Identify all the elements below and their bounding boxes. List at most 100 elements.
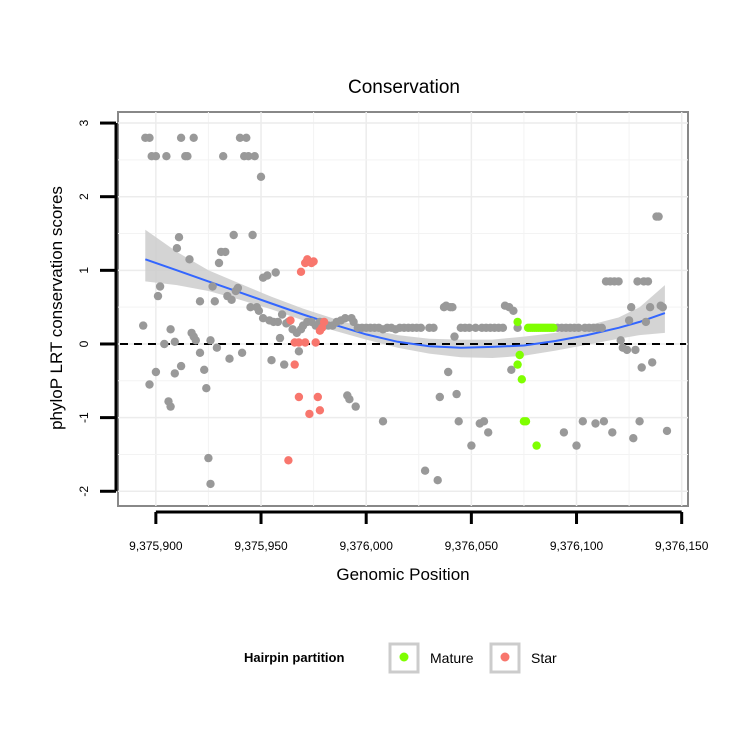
point-other — [351, 402, 360, 411]
point-other — [507, 365, 516, 374]
x-tick-label: 9,376,150 — [655, 539, 709, 553]
point-other — [155, 282, 165, 291]
point-other — [174, 233, 184, 242]
point-other — [227, 295, 236, 304]
point-other — [242, 133, 251, 142]
x-tick-label: 9,376,000 — [339, 539, 393, 553]
legend-marker-star — [500, 652, 510, 662]
point-other — [248, 230, 257, 240]
point-other — [416, 323, 426, 332]
point-other — [448, 303, 457, 312]
point-other — [435, 392, 444, 402]
point-other — [467, 441, 476, 450]
y-tick-label: 0 — [77, 340, 91, 347]
point-other — [624, 316, 634, 325]
chart-title: Conservation — [348, 77, 460, 98]
point-star — [301, 338, 310, 347]
point-other — [429, 323, 438, 332]
point-other — [185, 255, 194, 264]
point-other — [206, 336, 215, 345]
point-other — [166, 325, 175, 334]
point-other — [145, 133, 154, 142]
legend-label-star: Star — [531, 650, 557, 666]
point-other — [294, 347, 304, 356]
point-other — [139, 321, 148, 330]
point-other — [452, 389, 461, 399]
x-tick-label: 9,376,100 — [550, 539, 604, 553]
point-other — [559, 428, 569, 437]
point-other — [654, 212, 663, 221]
point-other — [498, 323, 508, 332]
point-other — [608, 428, 617, 437]
x-tick-label: 9,375,900 — [129, 539, 183, 553]
point-other — [258, 314, 268, 323]
point-other — [420, 466, 430, 475]
point-other — [349, 317, 358, 327]
point-other — [643, 277, 653, 286]
point-star — [294, 392, 304, 402]
x-axis-title: Genomic Position — [336, 565, 469, 584]
point-other — [162, 152, 171, 161]
point-star — [311, 338, 320, 347]
point-mature — [521, 417, 531, 426]
point-other — [574, 323, 583, 332]
point-star — [290, 360, 299, 369]
point-other — [271, 268, 280, 277]
point-mature — [532, 441, 541, 450]
point-other — [145, 380, 154, 389]
point-other — [235, 133, 245, 142]
point-other — [151, 152, 161, 161]
point-other — [210, 297, 219, 306]
y-axis: -2 -1 0 1 2 3 — [77, 119, 118, 497]
y-tick-label: 2 — [77, 193, 91, 200]
point-other — [599, 417, 609, 426]
point-other — [153, 291, 163, 301]
point-other — [479, 417, 489, 426]
point-other — [200, 365, 209, 374]
point-star — [319, 317, 329, 327]
y-tick-label: 3 — [77, 119, 91, 126]
point-other — [378, 417, 388, 426]
point-other — [170, 337, 179, 346]
legend-label-mature: Mature — [430, 650, 474, 666]
point-other — [225, 354, 234, 363]
point-other — [614, 277, 623, 286]
point-other — [345, 395, 354, 404]
legend-marker-mature — [399, 652, 409, 662]
point-other — [267, 356, 276, 365]
point-other — [256, 172, 266, 181]
point-other — [277, 310, 287, 319]
point-star — [286, 316, 295, 325]
point-other — [195, 348, 205, 357]
point-other — [572, 441, 581, 450]
point-other — [450, 332, 459, 341]
point-other — [631, 345, 640, 355]
point-mature — [549, 323, 558, 332]
point-other — [471, 323, 480, 332]
point-star — [315, 406, 325, 415]
point-other — [627, 303, 636, 312]
point-other — [465, 323, 474, 332]
point-star — [309, 257, 318, 266]
point-star — [294, 338, 304, 347]
point-mature — [515, 350, 524, 360]
point-other — [662, 426, 672, 436]
point-other — [206, 479, 215, 489]
point-other — [263, 271, 272, 280]
y-tick-label: -2 — [77, 486, 91, 497]
point-other — [597, 323, 606, 332]
point-other — [637, 363, 646, 372]
point-other — [622, 345, 632, 355]
point-other — [214, 258, 224, 268]
data-points — [139, 133, 672, 489]
point-other — [237, 348, 247, 357]
point-other — [172, 244, 182, 253]
point-other — [221, 247, 230, 257]
y-tick-label: -1 — [77, 412, 91, 423]
plot-panel-border — [117, 111, 689, 507]
point-other — [183, 152, 192, 161]
y-tick-label: 1 — [77, 267, 91, 274]
point-other — [591, 419, 600, 428]
point-other — [645, 303, 655, 312]
